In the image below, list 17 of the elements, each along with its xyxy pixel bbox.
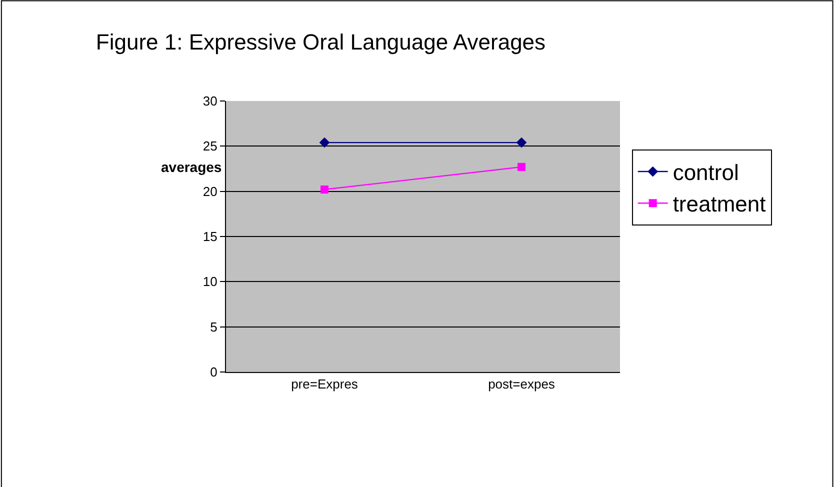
y-tick-label: 30 bbox=[202, 94, 218, 109]
y-axis-title: averages bbox=[161, 159, 222, 175]
y-tick-label: 25 bbox=[202, 138, 218, 154]
y-tick-label: 15 bbox=[202, 229, 218, 244]
legend-label: control bbox=[672, 160, 739, 186]
point bbox=[518, 162, 526, 171]
y-tick-label: 5 bbox=[210, 319, 218, 334]
y-tick-label: 20 bbox=[202, 184, 218, 199]
point bbox=[319, 137, 330, 148]
point bbox=[516, 137, 527, 148]
chart-title: Figure 1: Expressive Oral Language Averages bbox=[96, 29, 546, 54]
point bbox=[320, 186, 328, 194]
x-tick-label: post=expes bbox=[488, 376, 556, 392]
x-tick-label: pre=Expres bbox=[291, 376, 358, 392]
y-tick-label: 10 bbox=[202, 274, 218, 290]
y-tick-label: 0 bbox=[210, 364, 218, 380]
legend-label: treatment bbox=[672, 192, 766, 217]
